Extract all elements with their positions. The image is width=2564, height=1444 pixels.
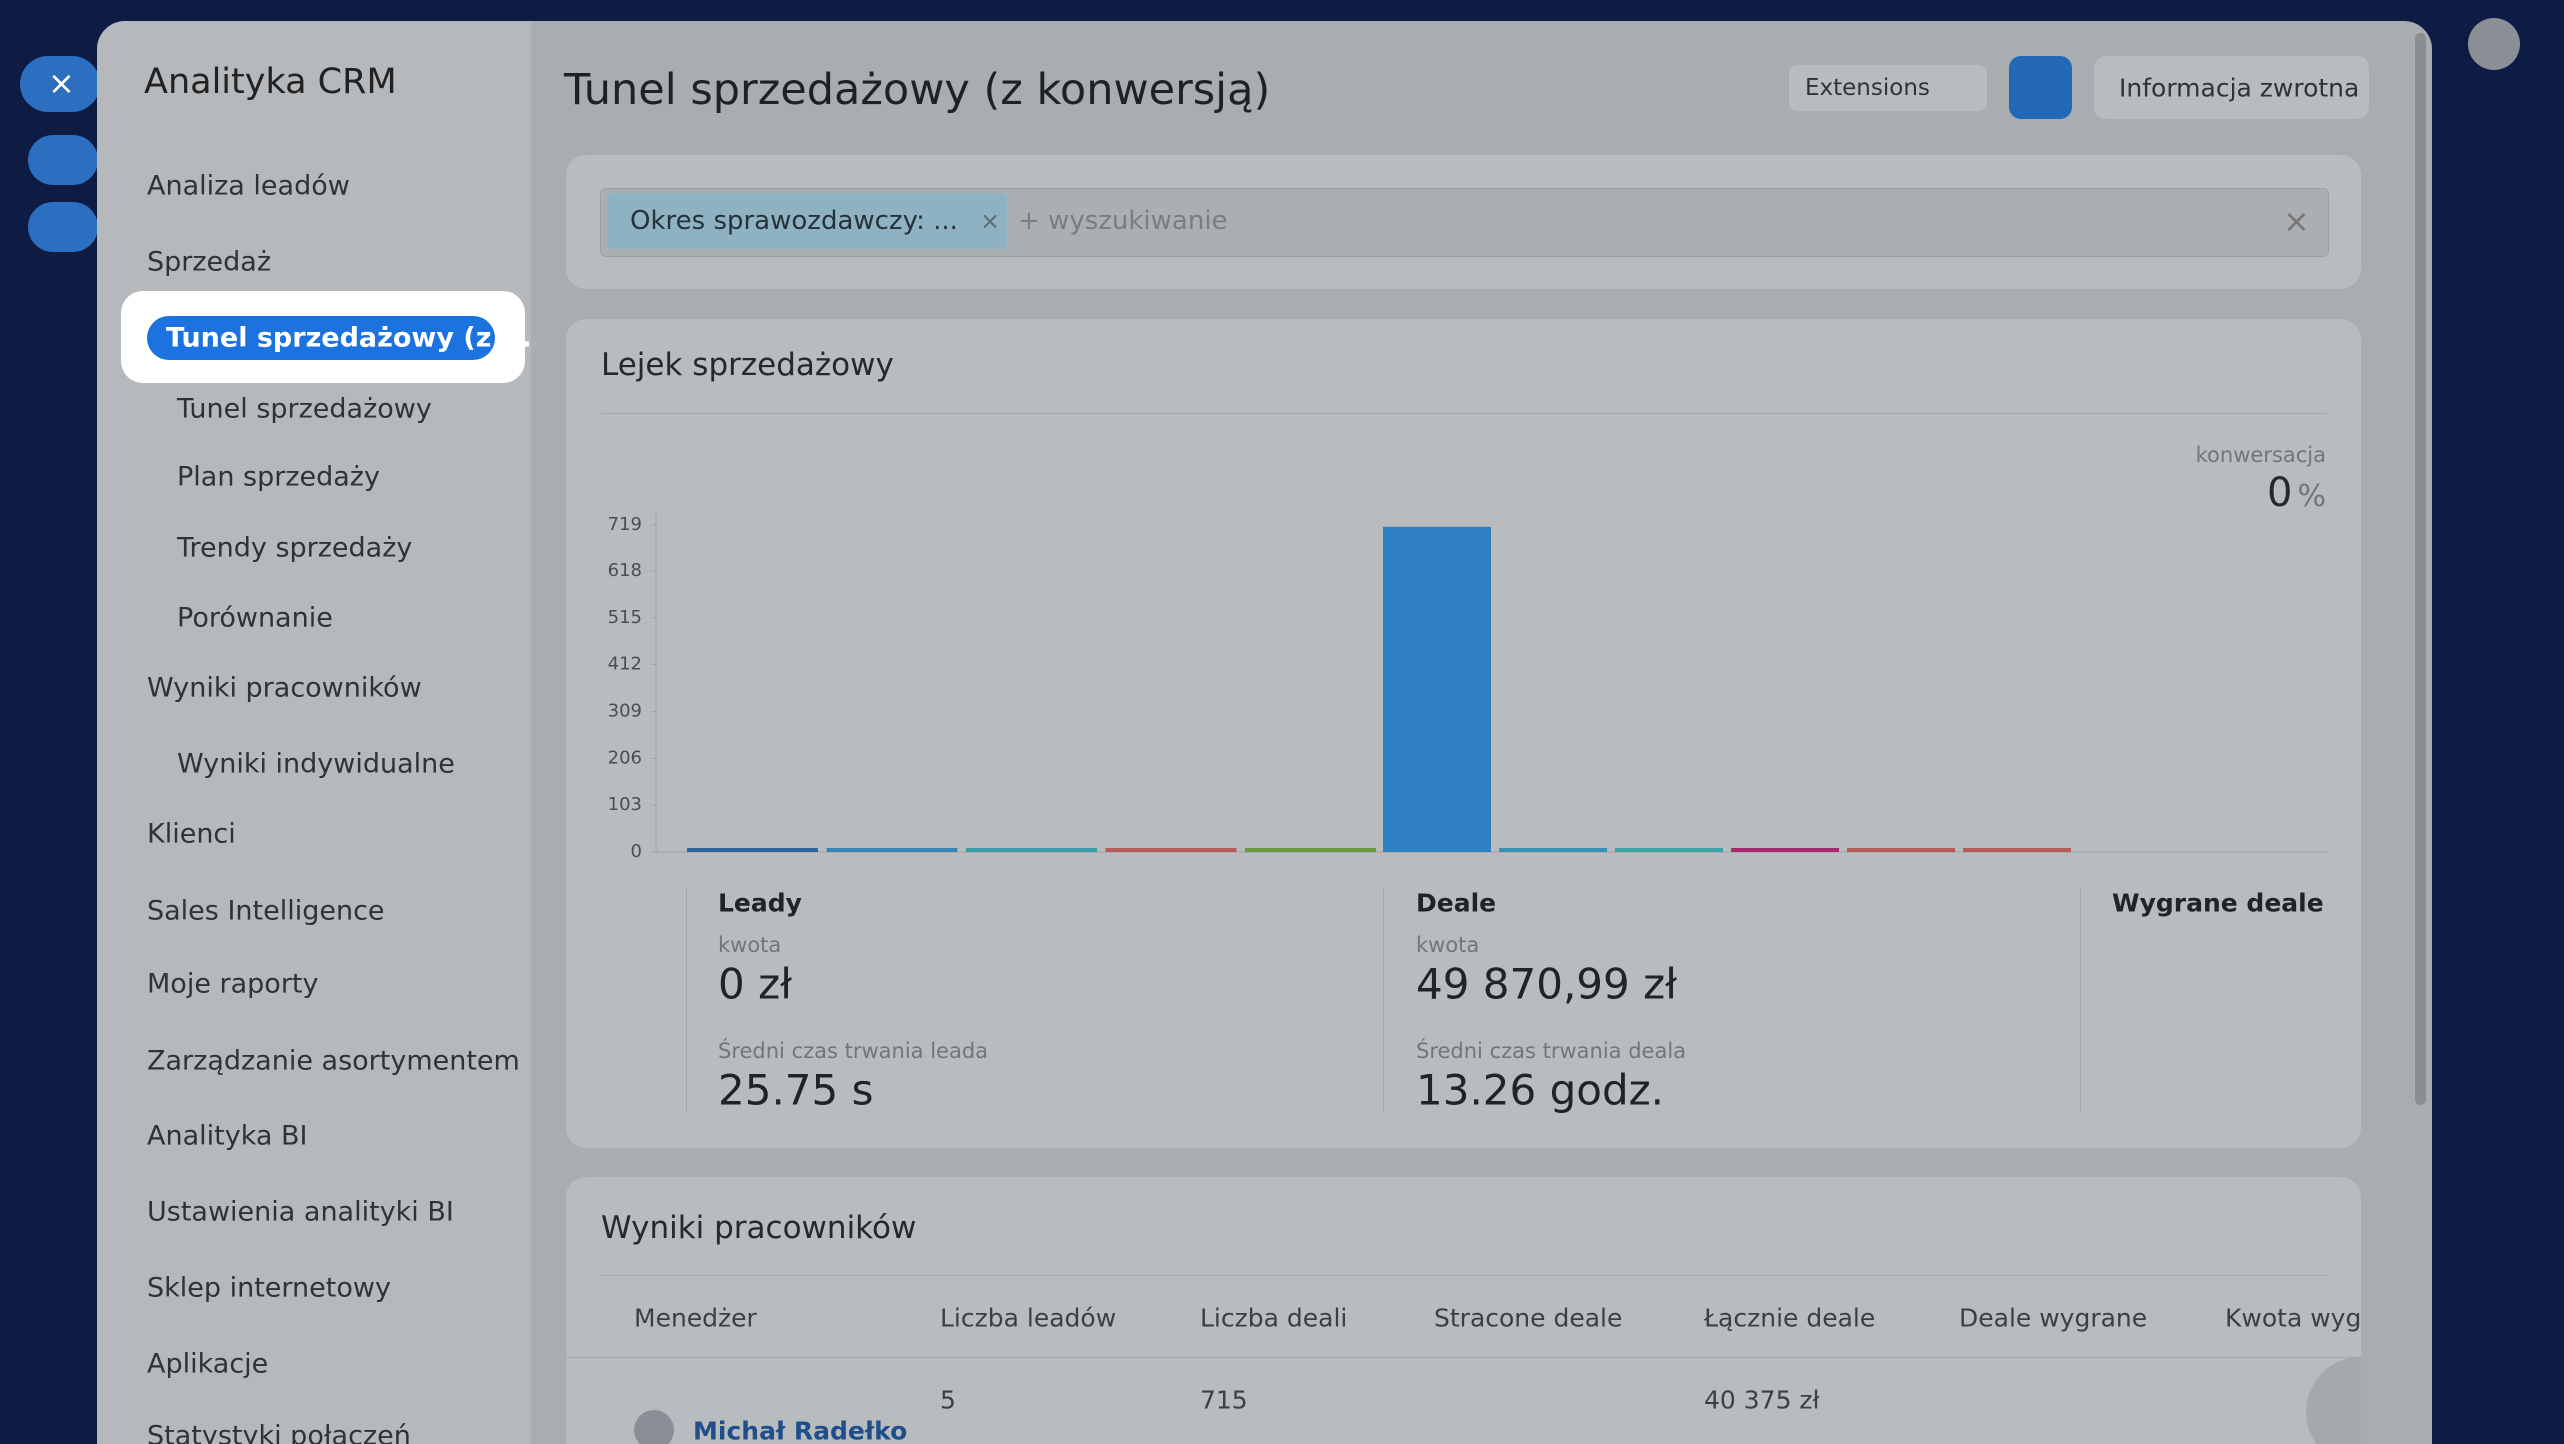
menu-item[interactable]: Sklep internetowy <box>147 1272 391 1304</box>
conversion-value: 0 <box>2266 470 2293 516</box>
divider <box>686 888 687 1112</box>
menu-item[interactable]: Wyniki pracowników <box>147 672 422 704</box>
cell: 40 375 zł <box>1704 1385 1820 1415</box>
y-tick-label: 618 <box>608 560 642 581</box>
menu-item[interactable]: Zarządzanie asortymentem <box>147 1045 520 1077</box>
menu-item[interactable]: Trendy sprzedaży <box>177 532 413 564</box>
feedback-label[interactable]: Informacja zwrotna <box>2119 73 2360 103</box>
menu-item[interactable]: Wyniki indywidualne <box>177 748 455 780</box>
stat-label: kwota <box>718 933 782 957</box>
menu-item[interactable]: Analityka BI <box>147 1120 308 1152</box>
stat-value: 0 zł <box>718 959 793 1009</box>
stat-label: Średni czas trwania deala <box>1416 1039 1687 1063</box>
y-tick-label: 412 <box>608 654 642 675</box>
clear-icon[interactable]: × <box>2283 202 2310 240</box>
column-header[interactable]: Stracone deale <box>1434 1303 1623 1333</box>
stat-title: Leady <box>718 888 802 918</box>
y-tick-label: 515 <box>608 607 642 628</box>
column-header[interactable]: Deale wygrane <box>1959 1303 2148 1333</box>
conversion-label: konwersacja <box>2195 443 2326 467</box>
bar-base <box>1963 848 2071 852</box>
extensions-label[interactable]: Extensions <box>1805 75 1930 101</box>
divider <box>2080 888 2081 1112</box>
close-button[interactable] <box>20 56 100 112</box>
stat-value: 13.26 godz. <box>1416 1065 1665 1115</box>
bar-base <box>966 848 1097 852</box>
tag-remove[interactable]: × <box>980 207 1001 235</box>
manager-link[interactable]: Michał Radełko <box>693 1416 908 1444</box>
conversion-unit: % <box>2297 479 2326 514</box>
scrollbar <box>2415 33 2426 1105</box>
y-tick-label: 206 <box>608 747 642 768</box>
y-tick-label: 0 <box>631 841 642 862</box>
y-tick-label: 719 <box>608 514 642 535</box>
bar-base <box>1499 848 1607 852</box>
employees-title: Wyniki pracowników <box>601 1210 917 1246</box>
column-header[interactable]: Menedżer <box>634 1303 757 1333</box>
menu-item[interactable]: Moje raporty <box>147 968 319 1000</box>
feedback-button[interactable] <box>2094 56 2369 119</box>
page-title: Tunel sprzedażowy (z konwersją) <box>564 65 1271 115</box>
cell: 715 <box>1200 1385 1248 1415</box>
stat-title: Deale <box>1416 888 1497 918</box>
filter-tag-label[interactable]: Okres sprawozdawczy: ... <box>630 206 958 236</box>
extensions-button[interactable] <box>1789 65 1987 111</box>
stat-label: kwota <box>1416 933 1480 957</box>
sidebar <box>97 21 531 1444</box>
bar-base <box>1615 848 1723 852</box>
menu-item[interactable]: Aplikacje <box>147 1348 269 1380</box>
avatar[interactable] <box>2468 18 2520 70</box>
menu-item[interactable]: Klienci <box>147 818 236 850</box>
employees-card: Wyniki pracowników Menedżer Liczba leadó… <box>566 1177 2361 1444</box>
divider <box>1383 888 1384 1112</box>
menu-item[interactable]: Plan sprzedaży <box>177 461 380 493</box>
close-icon[interactable]: × <box>48 64 75 102</box>
menu-item-active[interactable]: Tunel sprzedażowy (z ... <box>166 322 532 354</box>
menu-item[interactable]: Analiza leadów <box>147 170 350 202</box>
y-tick-label: 103 <box>608 794 642 815</box>
open-button[interactable] <box>28 202 98 252</box>
conversion: 0 % <box>2267 470 2326 516</box>
bar-base <box>1105 848 1237 852</box>
menu-item[interactable]: Sales Intelligence <box>147 895 385 927</box>
separator <box>601 1275 2327 1276</box>
menu-item[interactable]: Porównanie <box>177 602 333 634</box>
bar <box>1383 526 1491 852</box>
stat-value: 49 870,99 zł <box>1416 959 1678 1009</box>
bar-base <box>1245 848 1376 852</box>
filter-tag[interactable] <box>607 193 1007 249</box>
search-placeholder[interactable]: + wyszukiwanie <box>1018 206 1228 236</box>
chart-title: Lejek sprzedażowy <box>601 347 894 383</box>
link-button[interactable] <box>28 135 98 185</box>
menu-item[interactable]: Sprzedaż <box>147 246 272 278</box>
bar-base <box>1847 848 1955 852</box>
separator <box>566 1357 2361 1358</box>
bar-base <box>826 848 958 852</box>
stat-value: 25.75 s <box>718 1065 874 1115</box>
active-pill[interactable] <box>147 316 495 360</box>
menu-item[interactable]: Tunel sprzedażowy <box>177 393 432 425</box>
separator <box>601 413 2327 414</box>
column-header[interactable]: Liczba leadów <box>940 1303 1117 1333</box>
bar-base <box>1731 848 1839 852</box>
bar <box>687 849 818 852</box>
menu-item[interactable]: Statystyki połączeń <box>147 1420 411 1444</box>
column-header[interactable]: Kwota wygra <box>2225 1303 2361 1333</box>
stat-label: Średni czas trwania leada <box>718 1039 989 1063</box>
column-header[interactable]: Liczba deali <box>1200 1303 1348 1333</box>
stat-title: Wygrane deale <box>2112 888 2324 918</box>
manager-avatar <box>634 1410 674 1444</box>
menu-item[interactable]: Ustawienia analityki BI <box>147 1196 454 1228</box>
settings-button[interactable] <box>2009 56 2072 119</box>
cell: 5 <box>940 1385 956 1415</box>
y-tick-label: 309 <box>608 700 642 721</box>
sidebar-title: Analityka CRM <box>144 62 397 102</box>
column-header[interactable]: Łącznie deale <box>1704 1303 1876 1333</box>
